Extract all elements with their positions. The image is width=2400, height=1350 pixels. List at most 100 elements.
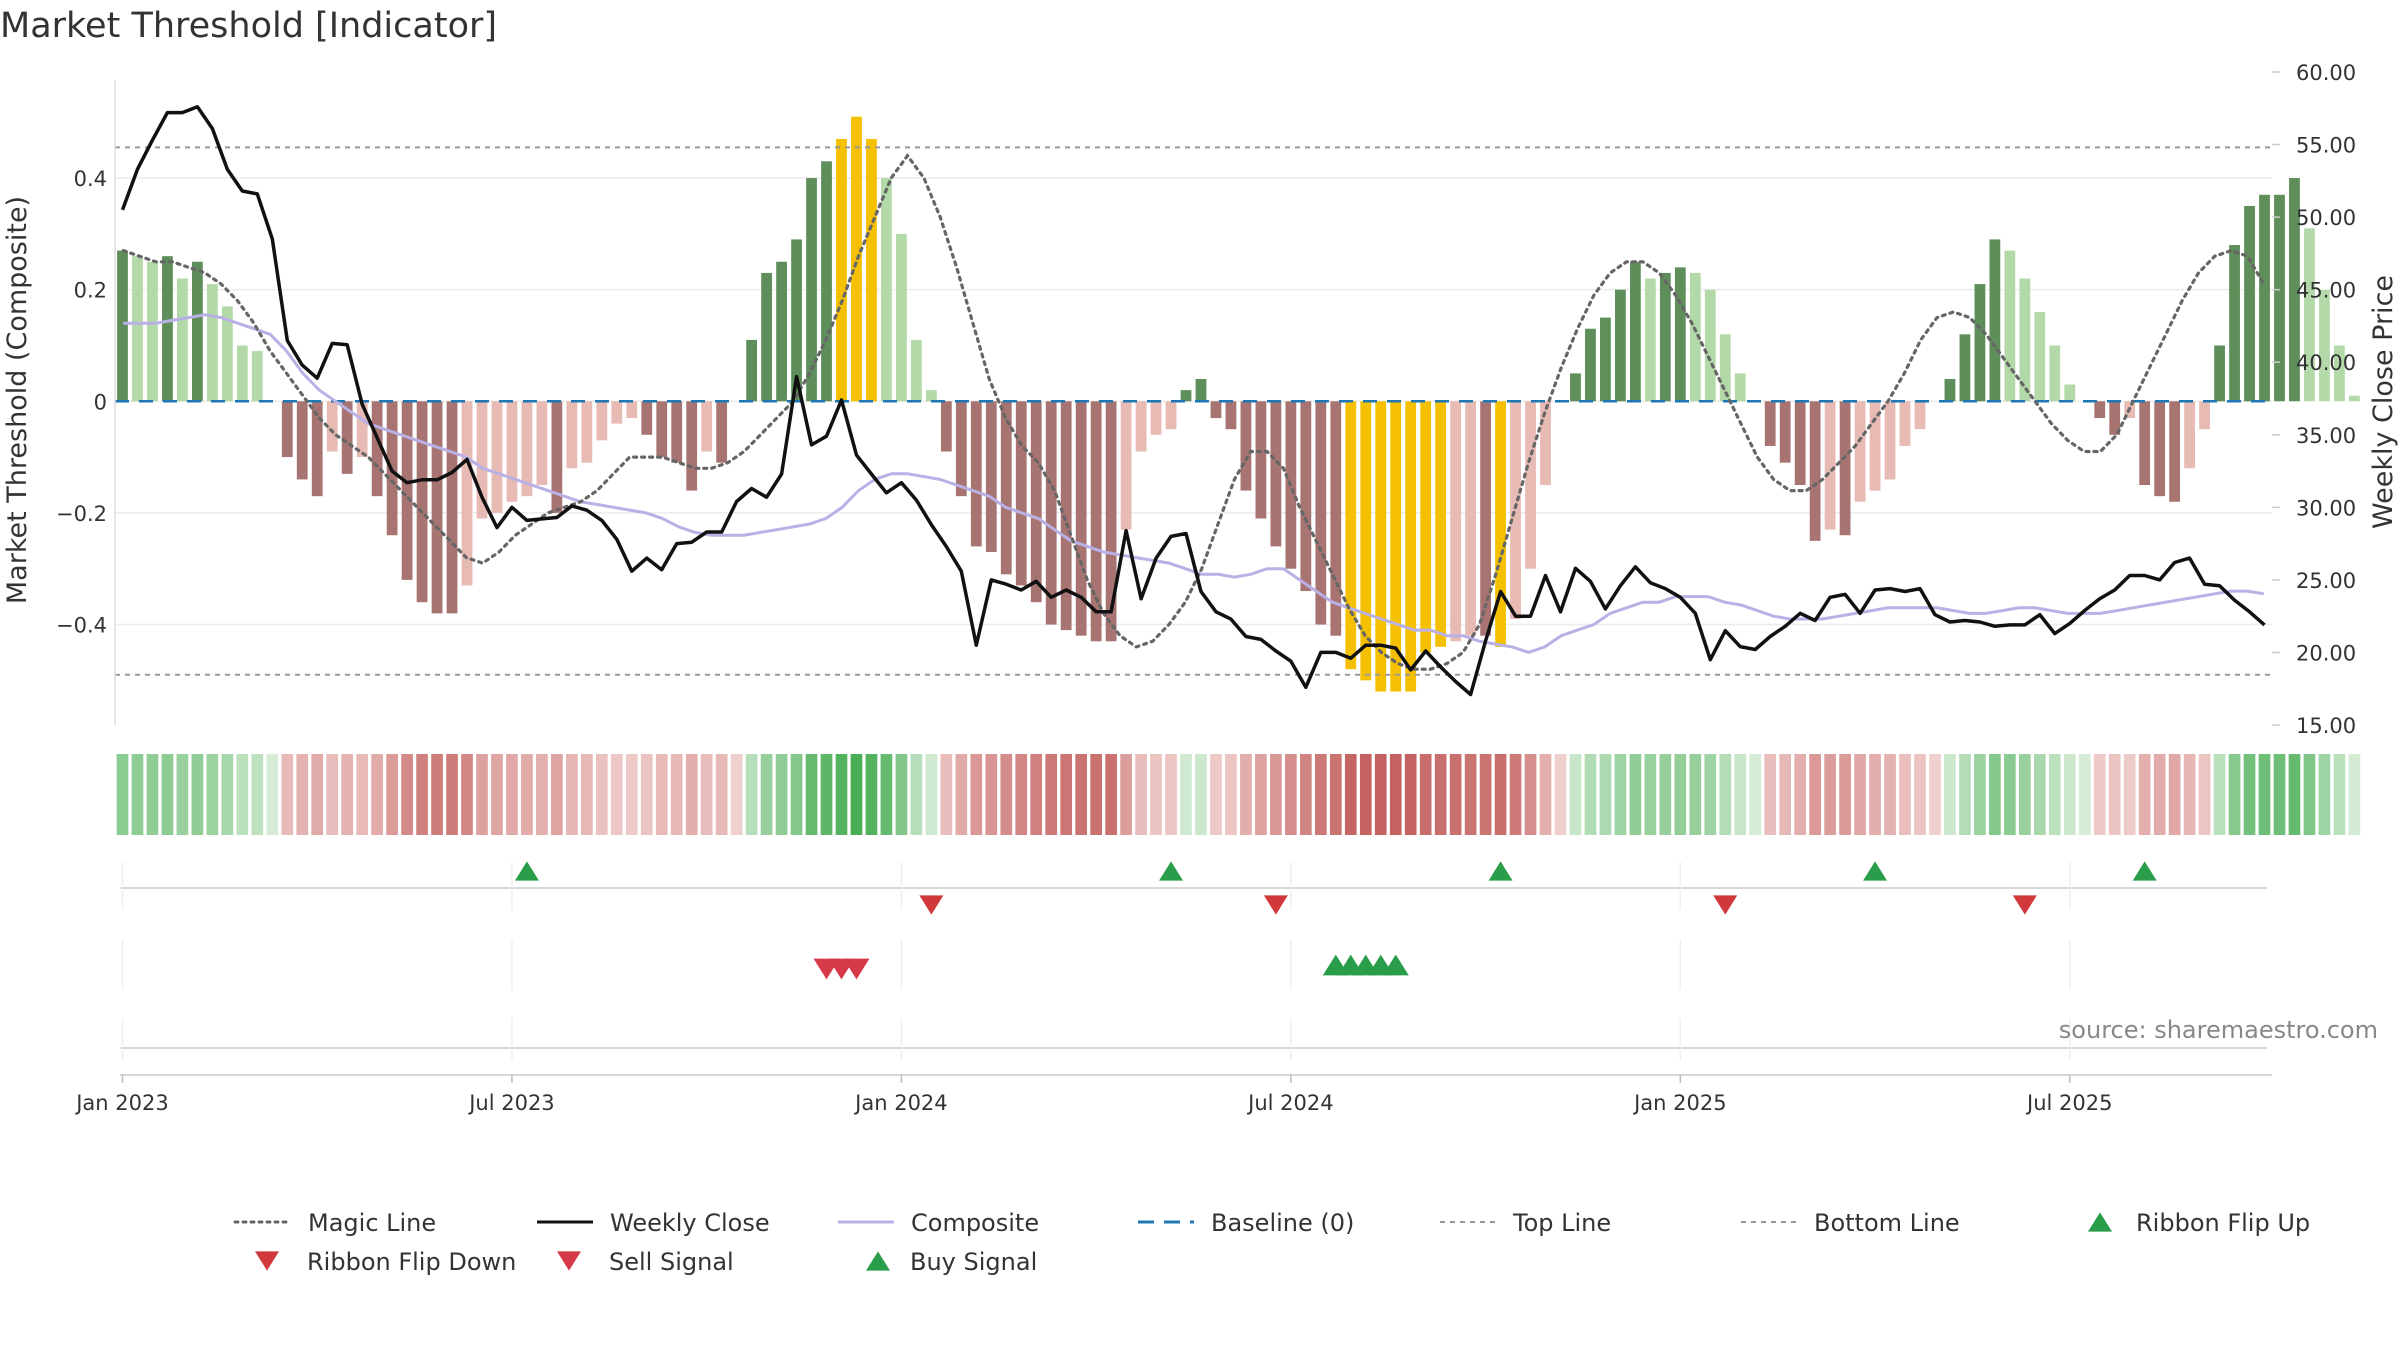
y-left-tick: −0.4	[56, 614, 107, 638]
bar	[581, 401, 593, 463]
bar	[1540, 401, 1551, 486]
ribbon-cell	[2228, 754, 2241, 835]
bar	[1270, 401, 1282, 547]
ribbon-cell	[1704, 754, 1717, 835]
ribbon-cell	[1599, 754, 1612, 835]
bar	[177, 278, 188, 402]
legend-label: Ribbon Flip Down	[307, 1248, 516, 1276]
bar	[2109, 401, 2121, 435]
ribbon-cell	[1359, 754, 1372, 835]
ribbon-cell	[1824, 754, 1836, 835]
ribbon-cell	[895, 754, 908, 835]
ribbon-cell	[2138, 754, 2151, 835]
bar	[1210, 401, 1222, 419]
bar	[221, 306, 233, 402]
bar	[1944, 378, 1956, 402]
ribbon-cell	[775, 754, 788, 835]
ribbon-cell	[2303, 754, 2316, 835]
y-right-tick: 45.00	[2296, 279, 2356, 303]
ribbon-cell	[1449, 754, 1462, 835]
ribbon-cell	[880, 754, 893, 835]
x-tick-label: Jan 2023	[74, 1091, 169, 1115]
bar	[611, 401, 623, 424]
ribbon-cell	[551, 754, 563, 835]
ribbon-cell	[1554, 754, 1567, 835]
ribbon-cell	[865, 754, 878, 835]
ribbon-cell	[1869, 754, 1881, 835]
bar	[2348, 395, 2360, 402]
ribbon-cell	[1404, 754, 1417, 835]
bar	[2289, 178, 2300, 402]
source-note: source: sharemaestro.com	[2059, 1016, 2378, 1044]
bar	[626, 401, 638, 419]
ribbon-cell	[850, 754, 863, 835]
legend-label: Buy Signal	[910, 1248, 1037, 1276]
y-right-tick: 30.00	[2296, 496, 2356, 520]
bar	[2259, 194, 2270, 402]
bar	[132, 256, 143, 402]
bar	[551, 401, 563, 513]
legend: Magic Line Weekly Close Composite Baseline …	[233, 1209, 2310, 1276]
x-tick-label: Jan 2025	[1632, 1091, 1727, 1115]
legend-item: Magic Line	[233, 1209, 436, 1237]
bar	[1570, 373, 1581, 402]
ribbon-cell	[700, 754, 713, 835]
ribbon-cell	[356, 754, 368, 835]
ribbon-flip-up-marker	[1159, 861, 1184, 881]
ribbon-cell	[1105, 754, 1117, 835]
ribbon-cell	[1180, 754, 1192, 835]
ribbon-cell	[1959, 754, 1971, 835]
ribbon-cell	[790, 754, 803, 835]
ribbon-cell	[985, 754, 998, 835]
ribbon-cell	[506, 754, 518, 835]
ribbon-cell	[2333, 754, 2346, 835]
ribbon-cell	[1374, 754, 1387, 835]
ribbon-cell	[1839, 754, 1851, 835]
ribbon-cell	[581, 754, 593, 835]
ribbon-cell	[206, 754, 219, 835]
ribbon-cell	[191, 754, 204, 835]
y-left-tick: 0.2	[74, 279, 107, 303]
ribbon-flip-up-marker	[1488, 861, 1513, 881]
ribbon-cell	[1749, 754, 1762, 835]
bar	[236, 345, 248, 402]
bar	[1689, 272, 1701, 402]
ribbon-cell	[1614, 754, 1627, 835]
bar	[656, 401, 668, 458]
y-axis-label-right: Weekly Close Price	[2368, 275, 2399, 529]
ribbon-flip-up-marker	[514, 861, 539, 881]
bar	[1465, 401, 1477, 636]
bar	[251, 351, 263, 402]
ribbon-cell	[1989, 754, 2001, 835]
legend-marker-down	[557, 1251, 581, 1271]
ribbon-cell	[1974, 754, 1986, 835]
ribbon-cell	[416, 754, 428, 835]
bar	[371, 401, 383, 497]
ribbon-cell	[1120, 754, 1132, 835]
bar	[1959, 334, 1971, 402]
bar	[341, 401, 353, 474]
y-left-tick: 0	[94, 390, 107, 414]
ribbon-cell	[1689, 754, 1702, 835]
bar	[2184, 401, 2196, 469]
legend-item: Weekly Close	[537, 1209, 770, 1237]
ribbon-cell	[1255, 754, 1267, 835]
ribbon-cell	[1809, 754, 1821, 835]
ribbon-cell	[1479, 754, 1492, 835]
ribbon-cell	[1794, 754, 1806, 835]
bar	[925, 390, 937, 402]
ribbon-cell	[1090, 754, 1102, 835]
bar	[1809, 401, 1821, 541]
ribbon-cell	[1854, 754, 1866, 835]
ribbon-cell	[1884, 754, 1896, 835]
ribbon-cell	[1344, 754, 1357, 835]
ribbon-cell	[1165, 754, 1177, 835]
y-axis-label-left: Market Threshold (Composite)	[2, 196, 33, 604]
series-lines	[115, 105, 2272, 697]
bar	[162, 256, 173, 402]
bar	[1659, 272, 1671, 402]
bar	[1974, 284, 1986, 402]
composite-bars	[117, 116, 2360, 692]
bar	[881, 178, 892, 402]
bar	[955, 401, 967, 497]
